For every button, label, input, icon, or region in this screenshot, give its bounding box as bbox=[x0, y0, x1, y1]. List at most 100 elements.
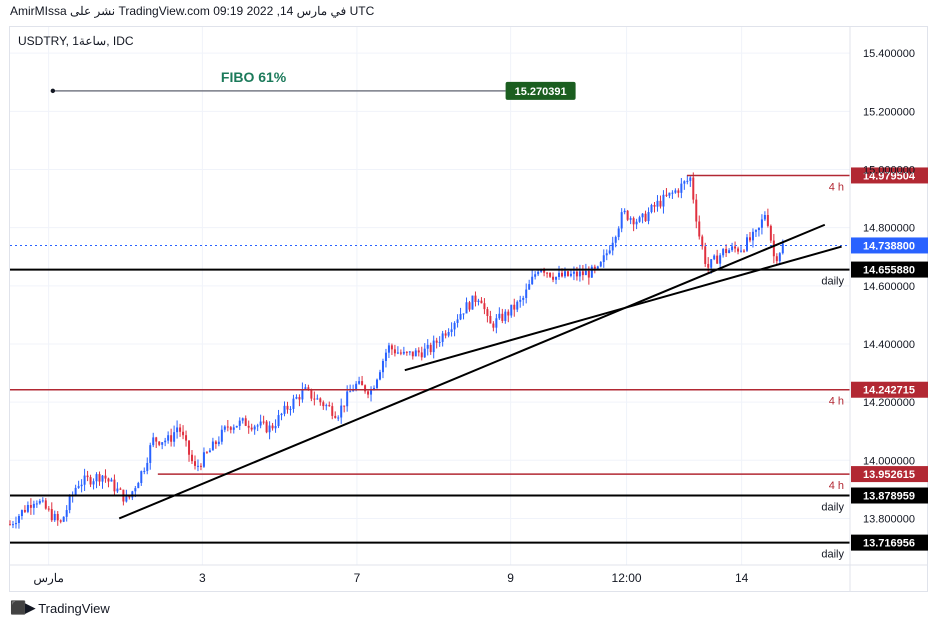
candle-body bbox=[405, 351, 408, 353]
candle-body bbox=[411, 351, 414, 357]
candle-body bbox=[83, 475, 86, 485]
tradingview-logo-icon: ⬛▶ bbox=[10, 600, 35, 615]
fibo-annotation[interactable]: 15.270391 FIBO 61% bbox=[50, 69, 576, 100]
candle-body bbox=[584, 270, 587, 276]
candle-body bbox=[465, 302, 468, 314]
candle-body bbox=[170, 435, 173, 442]
x-tick-label: 3 bbox=[199, 571, 206, 585]
candle-body bbox=[581, 271, 584, 276]
candle-body bbox=[498, 313, 501, 319]
candle-body bbox=[17, 516, 20, 523]
candle-body bbox=[364, 385, 367, 392]
candle-body bbox=[313, 398, 316, 400]
candle-body bbox=[596, 266, 599, 269]
candle-body bbox=[238, 420, 241, 426]
candle-body bbox=[489, 315, 492, 324]
y-tick-label: 14.600000 bbox=[863, 281, 915, 293]
candle-body bbox=[161, 442, 164, 445]
candle-body bbox=[11, 524, 14, 526]
trendlines[interactable] bbox=[118, 223, 842, 520]
candle-body bbox=[408, 351, 411, 353]
candle-body bbox=[44, 500, 47, 509]
candle-body bbox=[441, 333, 444, 342]
level-tag: 4 h bbox=[829, 480, 844, 492]
price-axis[interactable]: 15.400000 15.200000 15.000000 14.800000 14.6… bbox=[849, 27, 915, 591]
candle-body bbox=[775, 256, 778, 262]
candle-body bbox=[262, 421, 265, 423]
candle-body bbox=[387, 345, 390, 353]
candle-body bbox=[134, 488, 137, 492]
candle-body bbox=[698, 221, 701, 237]
candle-body bbox=[89, 477, 92, 485]
candle-body bbox=[128, 495, 131, 498]
candle-body bbox=[504, 311, 507, 321]
candle-body bbox=[358, 381, 361, 384]
y-tick-label: 14.000000 bbox=[863, 455, 915, 467]
candle-body bbox=[137, 483, 140, 489]
candle-body bbox=[289, 408, 292, 410]
candle-body bbox=[140, 471, 143, 484]
candle-body bbox=[722, 248, 725, 256]
time-axis[interactable]: مارس 3 7 9 12:00 14 bbox=[10, 564, 928, 585]
candle-body bbox=[220, 429, 223, 442]
level-tag: daily bbox=[821, 549, 844, 561]
candle-body bbox=[259, 421, 262, 426]
grid-lines bbox=[10, 27, 850, 565]
candle-body bbox=[214, 441, 217, 445]
candle-body bbox=[390, 345, 393, 350]
candle-body bbox=[381, 360, 384, 373]
candle-body bbox=[41, 500, 44, 502]
level-tag: daily bbox=[821, 276, 844, 288]
candle-body bbox=[316, 398, 319, 400]
candle-body bbox=[146, 462, 149, 471]
candle-body bbox=[701, 236, 704, 247]
candle-body bbox=[125, 495, 128, 502]
candle-body bbox=[757, 227, 760, 231]
candle-body bbox=[298, 397, 301, 400]
candle-body bbox=[107, 478, 110, 482]
candle-body bbox=[65, 510, 68, 517]
candle-body bbox=[477, 300, 480, 302]
candle-body bbox=[59, 520, 62, 522]
candle-body bbox=[575, 271, 578, 277]
candle-body bbox=[95, 474, 98, 482]
candle-body bbox=[647, 212, 650, 222]
candle-body bbox=[641, 213, 644, 218]
candle-body bbox=[725, 248, 728, 254]
x-tick-label: 12:00 bbox=[612, 571, 642, 585]
level-price-label: 14.655880 bbox=[863, 265, 915, 277]
level-price-tag bbox=[851, 167, 928, 184]
candle-body bbox=[143, 470, 146, 472]
candle-body bbox=[459, 313, 462, 320]
candle-body bbox=[199, 465, 202, 467]
y-tick-label: 15.000000 bbox=[863, 164, 915, 176]
level-tag: daily bbox=[821, 502, 844, 514]
candle-body bbox=[552, 276, 555, 280]
candle-body bbox=[450, 329, 453, 333]
candle-body bbox=[432, 340, 435, 353]
symbol-label[interactable]: USDTRY, 1ساعة, IDC bbox=[18, 34, 134, 48]
candle-body bbox=[713, 255, 716, 260]
candle-body bbox=[319, 398, 322, 403]
candle-body bbox=[334, 415, 337, 418]
y-tick-label: 14.800000 bbox=[863, 223, 915, 235]
chart-frame[interactable] bbox=[9, 26, 928, 592]
candle-body bbox=[256, 425, 259, 427]
candle-body bbox=[555, 276, 558, 280]
candle-body bbox=[617, 228, 620, 238]
y-tick-label: 13.800000 bbox=[863, 513, 915, 525]
candle-body bbox=[778, 253, 781, 262]
candle-body bbox=[152, 437, 155, 446]
candle-body bbox=[193, 461, 196, 466]
candle-body bbox=[605, 253, 608, 256]
horizontal-levels[interactable]: 14.979504 4 h 14.655880 daily 14.242715 4 h 13… bbox=[10, 167, 928, 561]
candle-body bbox=[349, 391, 352, 393]
candle-body bbox=[185, 435, 188, 441]
candle-body bbox=[653, 204, 656, 207]
candle-body bbox=[695, 199, 698, 222]
candle-body bbox=[29, 504, 32, 508]
candle-body bbox=[307, 387, 310, 390]
candle-body bbox=[638, 217, 641, 222]
candle-body bbox=[211, 441, 214, 451]
